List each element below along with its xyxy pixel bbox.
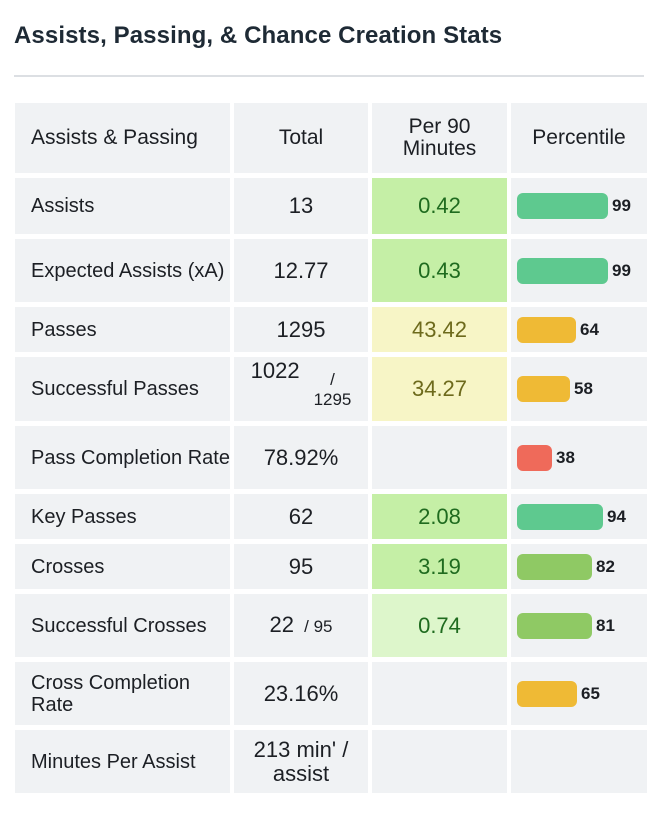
percentile-bar: [517, 193, 608, 219]
stat-percentile: 58: [511, 357, 647, 421]
percentile-value: 82: [596, 556, 615, 576]
stat-total: 78.92%: [234, 426, 368, 489]
page-title: Assists, Passing, & Chance Creation Stat…: [14, 22, 503, 49]
header-row: Assists & Passing Total Per 90 Minutes P…: [15, 103, 647, 173]
stat-label: Key Passes: [15, 494, 230, 539]
stat-per90: 43.42: [372, 307, 507, 352]
stat-label: Assists: [15, 178, 230, 234]
stat-label: Minutes Per Assist: [15, 730, 230, 793]
stat-per90: [372, 730, 507, 793]
stat-per90: 0.42: [372, 178, 507, 234]
table-row: Successful Crosses 22 / 95 0.74 81: [15, 594, 647, 657]
stat-percentile: 81: [511, 594, 647, 657]
table-row: Cross Completion Rate 23.16% 65: [15, 662, 647, 725]
percentile-bar: [517, 553, 592, 580]
stat-total: 213 min' / assist: [234, 730, 368, 793]
percentile-bar: [517, 376, 570, 402]
stat-total: 13: [234, 178, 368, 234]
stat-percentile: 65: [511, 662, 647, 725]
percentile-value: 58: [574, 379, 593, 398]
stats-table: Assists & Passing Total Per 90 Minutes P…: [11, 98, 651, 798]
stat-label: Successful Passes: [15, 357, 230, 421]
stat-total: 12.77: [234, 239, 368, 302]
stat-percentile: 82: [511, 544, 647, 589]
stat-percentile: 99: [511, 239, 647, 302]
stat-percentile: 38: [511, 426, 647, 489]
stat-label: Pass Completion Rate: [15, 426, 230, 489]
per90-line2: Minutes: [402, 137, 477, 160]
stat-label: Crosses: [15, 544, 230, 589]
stat-label: Cross Completion Rate: [15, 662, 230, 725]
percentile-value: 94: [607, 506, 626, 526]
stat-percentile: 64: [511, 307, 647, 352]
stat-per90: 2.08: [372, 494, 507, 539]
stat-label: Expected Assists (xA): [15, 239, 230, 302]
table-row: Assists 13 0.42 99: [15, 178, 647, 234]
column-header-per90: Per 90 Minutes: [372, 103, 507, 173]
percentile-bar: [517, 316, 576, 343]
percentile-value: 99: [612, 260, 631, 280]
stat-per90: 0.74: [372, 594, 507, 657]
stat-per90: 34.27: [372, 357, 507, 421]
column-header-percentile: Percentile: [511, 103, 647, 173]
percentile-value: 99: [612, 196, 631, 215]
table-row: Crosses 95 3.19 82: [15, 544, 647, 589]
stat-total: 62: [234, 494, 368, 539]
stat-total: 22 / 95: [234, 594, 368, 657]
stat-total: 23.16%: [234, 662, 368, 725]
percentile-bar: [517, 444, 552, 471]
percentile-value: 64: [580, 319, 599, 339]
stat-label: Passes: [15, 307, 230, 352]
total-denominator: 1295: [313, 390, 352, 409]
percentile-bar: [517, 257, 608, 284]
percentile-bar: [517, 680, 577, 707]
stat-label: Successful Crosses: [15, 594, 230, 657]
percentile-value: 65: [581, 683, 600, 703]
stat-percentile: 99: [511, 178, 647, 234]
stat-total: 1022 / 1295: [234, 357, 368, 421]
total-separator: /: [330, 370, 335, 389]
table-row: Passes 1295 43.42 64: [15, 307, 647, 352]
per90-line1: Per 90: [408, 115, 471, 138]
column-header-total: Total: [234, 103, 368, 173]
stat-per90: 0.43: [372, 239, 507, 302]
stat-total: 1295: [234, 307, 368, 352]
table-row: Minutes Per Assist 213 min' / assist: [15, 730, 647, 793]
percentile-value: 38: [556, 447, 575, 467]
stat-total: 95: [234, 544, 368, 589]
total-numerator: 1022: [250, 358, 300, 383]
stat-per90: [372, 426, 507, 489]
total-denominator: / 95: [304, 616, 333, 636]
table-row: Successful Passes 1022 / 1295 34.27 58: [15, 357, 647, 421]
stat-percentile: [511, 730, 647, 793]
total-numerator: 22: [269, 611, 294, 637]
percentile-bar: [517, 503, 603, 530]
table-row: Pass Completion Rate 78.92% 38: [15, 426, 647, 489]
stat-per90: 3.19: [372, 544, 507, 589]
table-row: Expected Assists (xA) 12.77 0.43 99: [15, 239, 647, 302]
table-row: Key Passes 62 2.08 94: [15, 494, 647, 539]
percentile-bar: [517, 612, 592, 639]
percentile-value: 81: [596, 615, 615, 635]
title-divider: [14, 75, 644, 77]
column-header-stat: Assists & Passing: [15, 103, 230, 173]
stat-per90: [372, 662, 507, 725]
stat-percentile: 94: [511, 494, 647, 539]
